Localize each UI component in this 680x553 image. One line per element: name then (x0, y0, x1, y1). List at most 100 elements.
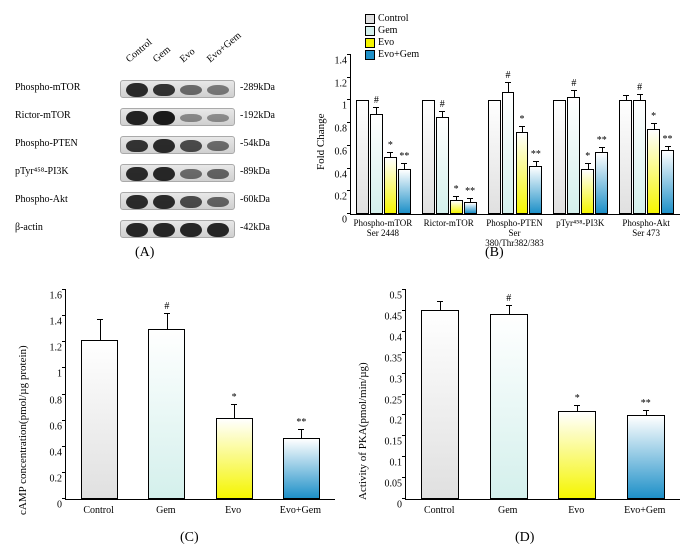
ytick-label: 1.2 (50, 343, 67, 354)
error-bar (509, 306, 510, 314)
ytick-label: 0.05 (385, 479, 407, 490)
ytick-label: 0.4 (50, 447, 67, 458)
error-bar (404, 164, 405, 169)
bar (283, 438, 320, 499)
ytick-mark (347, 168, 351, 169)
significance-marker: # (637, 82, 642, 93)
error-cap (574, 405, 580, 406)
legend-swatch (365, 38, 375, 48)
bar (516, 132, 529, 214)
ytick-mark (62, 446, 66, 447)
bar (421, 310, 459, 499)
error-cap (373, 107, 379, 108)
ytick-label: 0.2 (50, 473, 67, 484)
error-bar (602, 148, 603, 151)
band (180, 85, 202, 95)
error-bar (234, 405, 235, 418)
band (153, 139, 175, 152)
bar (216, 418, 253, 499)
ytick-mark (402, 289, 406, 290)
bar (384, 157, 397, 214)
band (126, 83, 148, 96)
ytick-mark (347, 54, 351, 55)
significance-marker: # (506, 293, 511, 304)
panel-c-ylabel: cAMP concentration(pmol/µg protein) (17, 295, 29, 515)
error-bar (588, 164, 589, 169)
bar (595, 152, 608, 214)
significance-marker: * (575, 393, 580, 404)
panel-d-ylabel: Activity of PKA(pmol/min/µg) (357, 300, 369, 500)
ytick-mark (347, 122, 351, 123)
bar (398, 169, 411, 214)
blot-row-name: Rictor-mTOR (15, 110, 115, 121)
lane-label: Evo (178, 46, 197, 65)
error-cap (533, 161, 539, 162)
error-cap (651, 123, 657, 124)
bar (553, 100, 566, 214)
error-cap (571, 90, 577, 91)
blot-row-name: Phospho-Akt (15, 194, 115, 205)
error-bar (100, 320, 101, 340)
panel-a-label: (A) (135, 245, 154, 261)
band (153, 111, 175, 125)
ytick-mark (62, 498, 66, 499)
error-bar (390, 153, 391, 158)
panel-b-plot: 00.20.40.60.811.21.4#***#***#***#***#*** (350, 55, 680, 215)
blot-row-name: β-actin (15, 222, 115, 233)
band (207, 223, 229, 236)
significance-marker: ** (531, 149, 541, 160)
error-cap (467, 198, 473, 199)
band (207, 141, 229, 151)
error-bar (167, 314, 168, 330)
significance-marker: ** (296, 417, 306, 428)
panel-d-chart: Activity of PKA(pmol/min/µg) 00.050.10.1… (355, 285, 680, 545)
blot-row-kda: -89kDa (240, 166, 270, 177)
blot-bands (120, 80, 235, 98)
bar (567, 97, 580, 214)
blot-bands (120, 136, 235, 154)
legend-swatch (365, 14, 375, 24)
bar (356, 100, 369, 214)
significance-marker: # (440, 99, 445, 110)
legend-swatch (365, 26, 375, 36)
error-cap (437, 301, 443, 302)
blot-row-kda: -289kDa (240, 82, 275, 93)
blot-row: β-actin-42kDa (15, 220, 295, 240)
bar (488, 100, 501, 214)
band (153, 223, 175, 236)
band (126, 140, 148, 153)
bar (464, 202, 477, 214)
ytick-mark (347, 145, 351, 146)
band (207, 85, 229, 94)
ytick-label: 0.35 (385, 353, 407, 364)
ytick-label: 1.4 (335, 56, 352, 67)
panel-d-label: (D) (515, 530, 534, 546)
lane-label: Control (124, 37, 154, 65)
band (126, 111, 148, 125)
ytick-mark (402, 456, 406, 457)
band (207, 169, 229, 179)
error-cap (231, 404, 237, 405)
significance-marker: * (388, 140, 393, 151)
band (153, 195, 175, 208)
bar (581, 169, 594, 214)
blot-row-kda: -60kDa (240, 194, 270, 205)
significance-marker: * (232, 392, 237, 403)
ytick-mark (62, 420, 66, 421)
blot-bands (120, 108, 235, 126)
ytick-label: 0.4 (390, 332, 407, 343)
legend-text: Control (378, 13, 409, 24)
error-cap (506, 305, 512, 306)
band (126, 223, 148, 236)
ytick-label: 0.3 (390, 374, 407, 385)
ytick-mark (62, 472, 66, 473)
significance-marker: # (164, 301, 169, 312)
blot-row-name: Phospho-mTOR (15, 82, 115, 93)
ytick-mark (402, 310, 406, 311)
band (207, 114, 229, 122)
error-cap (505, 82, 511, 83)
bar (633, 100, 646, 214)
ytick-label: 0.25 (385, 395, 407, 406)
ytick-label: 0.8 (50, 395, 67, 406)
bar (529, 166, 542, 214)
